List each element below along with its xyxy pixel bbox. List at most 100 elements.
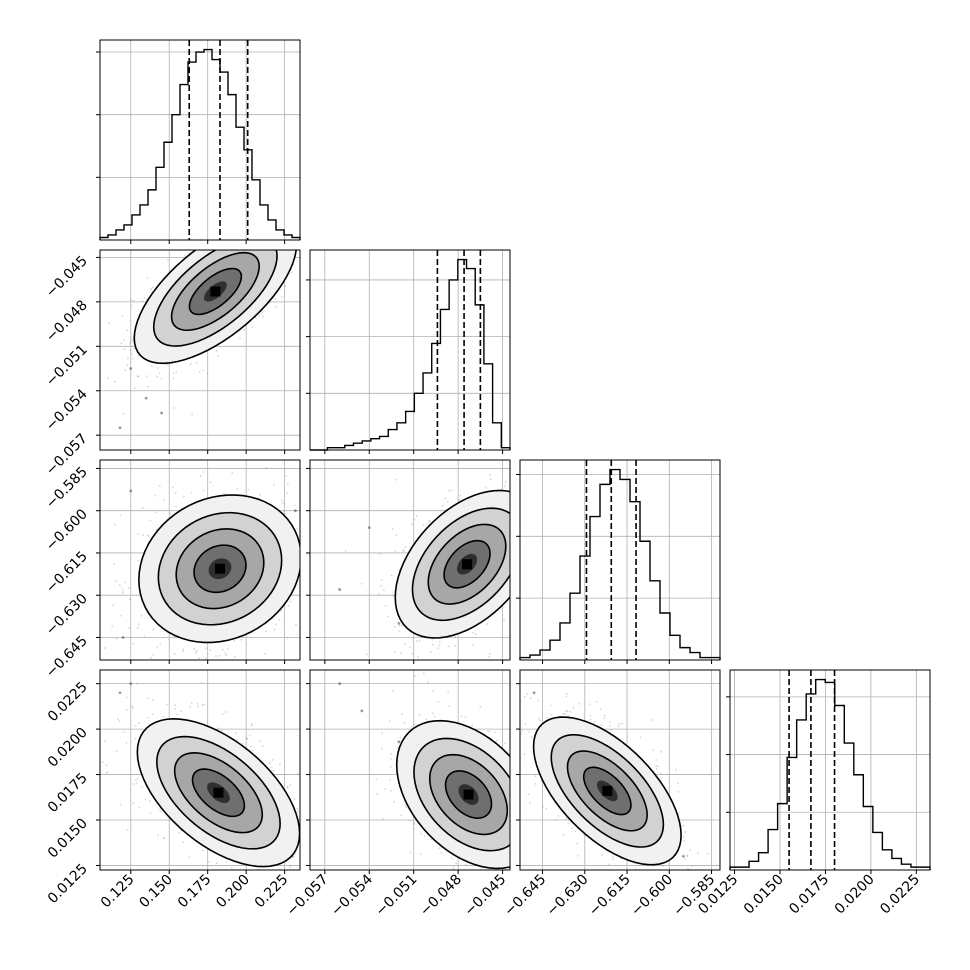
sample-point [513,522,515,524]
sample-point [204,647,207,650]
sample-point [286,636,289,639]
sample-point [262,244,264,246]
sample-point [512,842,514,844]
sample-point [513,575,515,577]
sample-point [655,764,657,767]
sample-point [117,718,119,721]
sample-point [163,499,165,502]
sample-point [515,523,517,525]
sample-point [132,642,135,645]
sample-point [174,492,177,494]
sample-point [209,247,211,249]
sample-point [405,806,407,809]
sample-point [220,729,223,732]
sample-point [112,604,114,607]
sample-point [196,649,198,652]
contour-line [395,719,510,870]
sample-point [459,665,461,667]
sample-point [418,714,421,716]
sample-point [190,701,193,704]
sample-point [459,494,462,497]
sample-point [513,778,515,780]
sample-point [274,298,277,300]
sample-point [603,714,606,717]
sample-point [446,501,449,503]
sample-point [282,502,285,505]
sample-point [113,563,115,565]
sample-point [301,833,303,835]
sample-point [279,763,281,766]
sample-point [175,370,178,373]
sample-point [417,655,419,658]
sample-point [123,731,126,733]
contour-line [138,494,300,644]
sample-point [207,861,210,863]
sample-point [557,815,560,817]
sample-point [515,568,517,570]
sample-point [232,244,234,246]
contour-line [427,523,507,605]
sample-point [284,284,287,287]
sample-point [388,720,391,723]
sample-point [254,248,256,250]
sample-point [130,353,133,355]
sample-point [518,826,520,828]
hist-panel-bg [310,250,510,450]
sample-point [514,559,516,561]
sample-point [420,832,423,835]
hist-panel-bg [520,460,720,660]
sample-point [440,851,443,854]
sample-point [129,349,132,351]
sample-point [123,348,126,351]
sample-point [134,725,137,727]
sample-point [306,249,308,251]
sample-point [241,742,244,745]
sample-point [395,534,398,537]
sample-point [516,755,518,757]
sample-point [504,485,506,487]
sample-point [96,352,98,354]
sample-point [550,875,552,877]
sample-point [306,564,308,566]
sample-point [482,879,484,881]
density-peak [463,789,474,800]
sample-point [261,878,263,880]
sample-point [510,870,512,872]
sample-point [305,517,307,519]
sample-point [142,534,144,537]
sample-point [428,520,431,522]
sample-point [189,363,192,365]
sample-point [514,806,516,808]
sample-point [289,600,292,603]
sample-point [267,245,269,247]
sample-point [273,628,276,631]
sample-point [201,704,204,706]
sample-point [249,244,251,246]
sample-point [119,803,122,806]
sample-point [321,937,323,939]
sample-point [172,377,175,380]
sample-point [152,628,155,631]
sample-point [119,514,122,517]
sample-point [360,709,364,713]
sample-point [189,706,191,708]
sample-point [409,851,412,854]
sample-point [397,740,401,744]
sample-point [240,247,242,249]
sample-point [513,767,515,769]
sample-point [599,708,602,711]
sample-point [219,243,221,245]
sample-point [515,560,517,562]
sample-point [157,367,159,369]
sample-point [518,548,520,550]
sample-point [160,810,163,813]
sample-point [272,871,274,873]
sample-point [511,755,513,757]
sample-point [463,875,465,877]
sample-point [429,651,432,653]
density-layer [310,460,520,667]
sample-point [489,474,491,476]
sample-point [486,623,488,626]
sample-point [301,257,303,259]
sample-point [511,561,513,563]
